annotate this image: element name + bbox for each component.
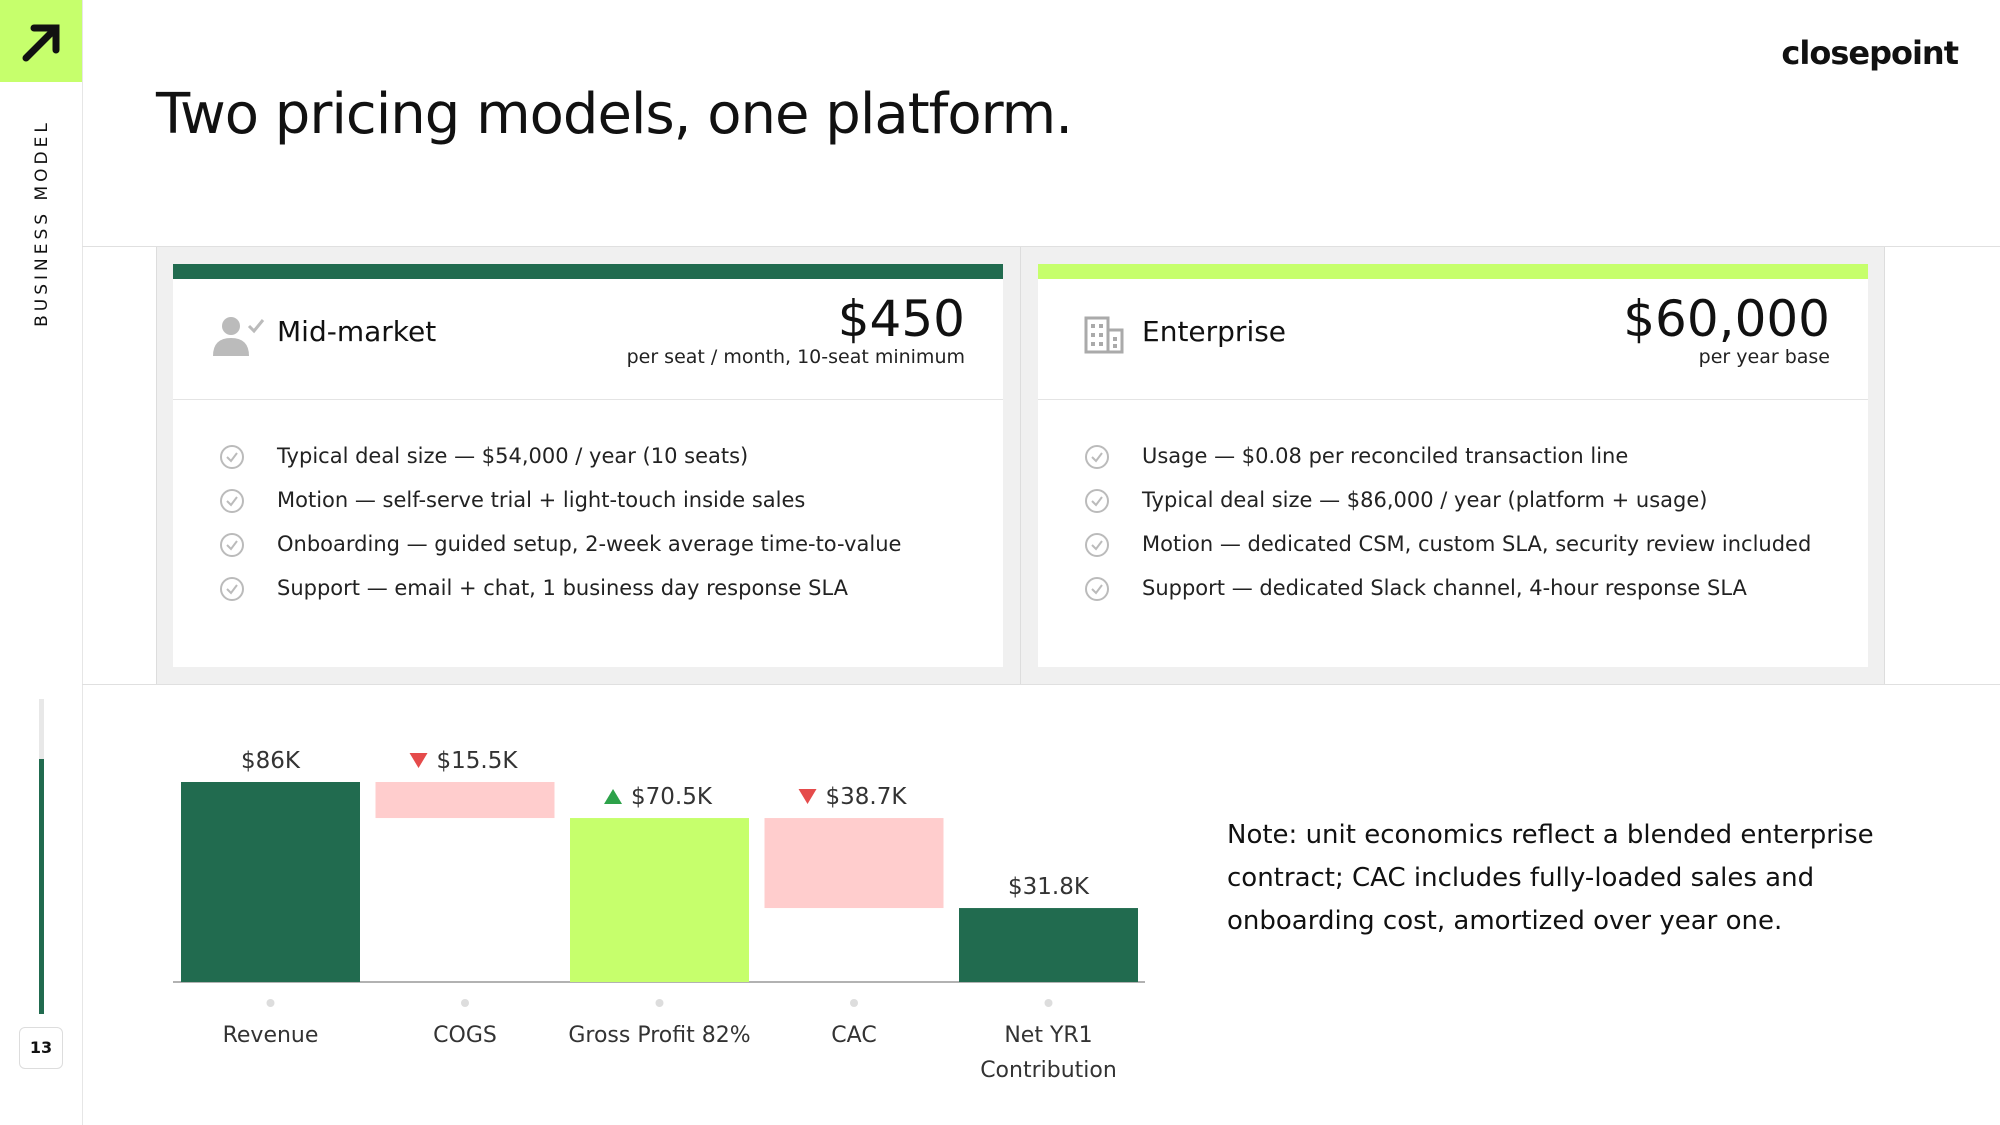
divider	[82, 246, 2000, 247]
arrow-icon	[22, 24, 60, 62]
progress-fill	[39, 759, 44, 1014]
tick-dot	[1044, 999, 1053, 1007]
card-name: Enterprise	[1142, 315, 1287, 348]
bar	[181, 782, 360, 982]
person-icon	[213, 317, 265, 356]
card-name: Mid-market	[277, 315, 437, 348]
price: $450	[837, 290, 965, 348]
bar	[570, 818, 749, 982]
waterfall-chart: $86K Revenue $15.5K COGS $70.5K Gross Profit …	[173, 748, 1145, 1083]
check-icon	[220, 489, 244, 513]
brand: closepoint	[1781, 34, 1959, 72]
title: Two pricing models, one platform.	[156, 82, 1073, 147]
bullet-text: Support — dedicated Slack channel, 4-hou…	[1142, 576, 1747, 600]
card-divider	[173, 399, 1003, 400]
up-triangle	[604, 789, 623, 805]
bar	[764, 818, 944, 909]
tick-dot	[266, 999, 275, 1007]
logo-mark	[0, 0, 82, 82]
bullet-text: Motion — dedicated CSM, custom SLA, secu…	[1142, 532, 1812, 556]
value-label: $86K	[241, 748, 301, 774]
down-triangle	[409, 753, 428, 768]
sidebar	[0, 0, 83, 1125]
bullet-text: Typical deal size — $86,000 / year (plat…	[1142, 488, 1708, 512]
divider	[1020, 247, 1021, 684]
bar	[375, 782, 555, 819]
check-icon	[1085, 533, 1109, 557]
bullet-text: Motion — self-serve trial + light-touch …	[277, 488, 806, 512]
bullet-text: Support — email + chat, 1 business day r…	[277, 576, 849, 600]
value-label: $70.5K	[631, 784, 713, 810]
x-tick-label: CAC	[831, 1023, 876, 1048]
check-icon	[1085, 445, 1109, 469]
pricing-card: Enterprise $60,000 per year base Usage — $0…	[1038, 264, 1868, 667]
card-accent	[1038, 264, 1868, 279]
x-tick-label: Revenue	[223, 1023, 319, 1048]
divider	[82, 684, 2000, 685]
bullet-text: Usage — $0.08 per reconciled transaction…	[1142, 444, 1629, 468]
tick-dot	[655, 999, 664, 1007]
check-icon	[1085, 489, 1109, 513]
bullet-text: Typical deal size — $54,000 / year (10 s…	[277, 444, 749, 468]
tick-dot	[461, 999, 469, 1007]
note: Note: unit economics reflect a blended e…	[1227, 820, 1874, 936]
tick-dot	[850, 999, 858, 1007]
price-note: per seat / month, 10-seat minimum	[626, 346, 965, 368]
page-number: 13	[19, 1027, 63, 1069]
x-tick-label: Gross Profit 82%	[568, 1023, 750, 1048]
price-note: per year base	[1698, 346, 1830, 368]
card-accent	[173, 264, 1003, 279]
check-icon	[220, 533, 244, 557]
bullet-text: Onboarding — guided setup, 2-week averag…	[277, 532, 902, 556]
value-label: $38.7K	[826, 784, 908, 810]
check-icon	[1085, 577, 1109, 601]
building-icon	[1084, 316, 1124, 354]
value-label: $31.8K	[1008, 874, 1090, 900]
check-icon	[220, 577, 244, 601]
down-triangle	[798, 789, 817, 805]
check-icon	[220, 445, 244, 469]
bar	[959, 908, 1138, 982]
x-tick-label: COGS	[433, 1023, 497, 1048]
value-label: $15.5K	[437, 748, 519, 774]
price: $60,000	[1623, 290, 1830, 348]
card-divider	[1038, 399, 1868, 400]
x-tick-label: Net YR1 Contribution	[980, 1023, 1117, 1083]
pricing-card: Mid-market $450 per seat / month, 10-seat …	[173, 264, 1003, 667]
